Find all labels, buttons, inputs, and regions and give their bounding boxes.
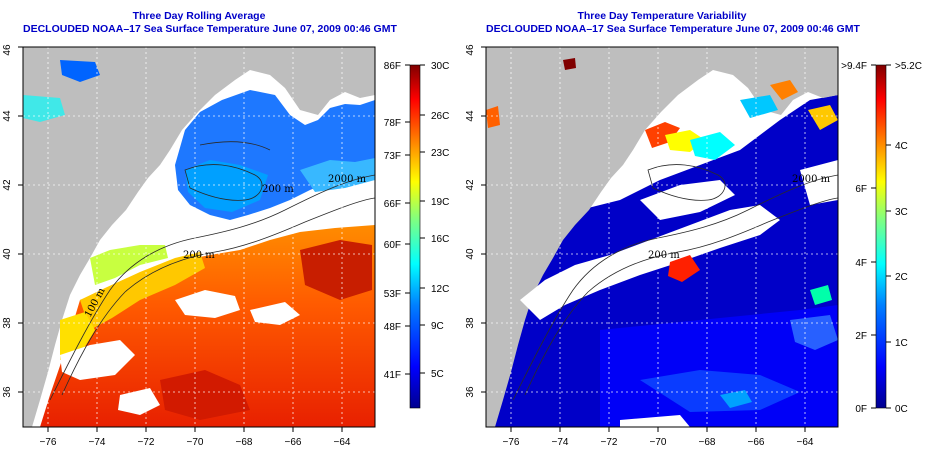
right-lon-axis <box>510 427 806 432</box>
left-cb-c-label: 5C <box>431 369 444 380</box>
right-lat-tick: 46 <box>465 44 476 56</box>
right-cb-c-label: 4C <box>895 141 908 152</box>
right-lat-tick: 36 <box>465 386 476 398</box>
left-lon-tick: −72 <box>138 437 155 448</box>
left-title-line1: Three Day Rolling Average <box>132 10 266 22</box>
left-contour-label-200m-north: 200 m <box>262 184 294 195</box>
right-cb-f-label: >9.4F <box>841 61 867 72</box>
right-cb-c-label: 2C <box>895 272 908 283</box>
left-cb-c-label: 19C <box>431 197 449 208</box>
left-cb-f-label: 66F <box>384 199 401 210</box>
left-lon-tick: −76 <box>40 437 57 448</box>
left-cb-c-label: 23C <box>431 148 449 159</box>
right-lon-tick: −66 <box>748 437 765 448</box>
left-cb-c-label: 16C <box>431 234 449 245</box>
left-lon-tick: −74 <box>89 437 106 448</box>
right-cb-f-label: 2F <box>855 331 867 342</box>
left-lon-tick: −68 <box>236 437 253 448</box>
left-cb-f-label: 53F <box>384 289 401 300</box>
left-cb-f-label: 41F <box>384 370 401 381</box>
right-cb-f-label: 6F <box>855 184 867 195</box>
right-contour-label-2000m: 2000 m <box>792 174 831 185</box>
left-lat-axis <box>18 46 23 393</box>
right-title-line2: DECLOUDED NOAA–17 Sea Surface Temperatur… <box>486 23 860 35</box>
left-cb-c-label: 9C <box>431 321 444 332</box>
left-cb-c-label: 26C <box>431 111 449 122</box>
right-contour-label-200m: 200 m <box>648 250 680 261</box>
left-title-line2: DECLOUDED NOAA–17 Sea Surface Temperatur… <box>23 23 397 35</box>
right-cb-f-label: 4F <box>855 258 867 269</box>
right-cb-f-label: 0F <box>855 404 867 415</box>
left-map <box>23 47 375 427</box>
right-lat-axis <box>481 46 486 393</box>
left-lat-tick: 46 <box>2 44 13 56</box>
left-cb-f-label: 48F <box>384 322 401 333</box>
right-colorbar-ticks <box>871 64 891 409</box>
right-map-frame <box>485 46 839 428</box>
right-land <box>486 47 838 427</box>
right-cb-c-label: 0C <box>895 404 908 415</box>
right-cb-c-label: 1C <box>895 338 908 349</box>
right-lon-tick: −72 <box>601 437 618 448</box>
left-cb-f-label: 86F <box>384 61 401 72</box>
left-colorbar <box>409 64 421 409</box>
left-lat-tick: 44 <box>2 110 13 122</box>
left-land <box>23 47 375 427</box>
right-cb-c-label: >5.2C <box>895 61 922 72</box>
left-contour-label-2000m: 2000 m <box>328 174 367 185</box>
right-map <box>486 47 838 427</box>
right-title-line1: Three Day Temperature Variability <box>577 10 747 22</box>
left-cb-c-label: 30C <box>431 61 449 72</box>
left-map-frame <box>22 46 376 428</box>
left-cb-f-label: 73F <box>384 151 401 162</box>
right-colorbar <box>875 64 887 409</box>
left-lon-tick: −70 <box>187 437 204 448</box>
left-cb-c-label: 12C <box>431 284 449 295</box>
right-lon-tick: −70 <box>650 437 667 448</box>
right-lon-tick: −76 <box>503 437 520 448</box>
left-cb-f-label: 78F <box>384 118 401 129</box>
left-lat-tick: 36 <box>2 386 13 398</box>
left-lat-tick: 42 <box>2 179 13 191</box>
left-lon-axis <box>47 427 343 432</box>
left-cb-f-label: 60F <box>384 240 401 251</box>
right-lat-tick: 42 <box>465 179 476 191</box>
left-lat-tick: 40 <box>2 248 13 260</box>
left-lon-tick: −66 <box>285 437 302 448</box>
left-lat-tick: 38 <box>2 317 13 329</box>
right-cb-c-label: 3C <box>895 207 908 218</box>
left-lon-tick: −64 <box>334 437 351 448</box>
right-lon-tick: −74 <box>552 437 569 448</box>
left-contour-label-200m: 200 m <box>183 250 215 261</box>
right-lat-tick: 38 <box>465 317 476 329</box>
left-warm-water <box>40 225 375 427</box>
right-lon-tick: −64 <box>797 437 814 448</box>
right-lat-tick: 40 <box>465 248 476 260</box>
left-colorbar-ticks <box>405 64 425 375</box>
right-lon-tick: −68 <box>699 437 716 448</box>
right-lat-tick: 44 <box>465 110 476 122</box>
